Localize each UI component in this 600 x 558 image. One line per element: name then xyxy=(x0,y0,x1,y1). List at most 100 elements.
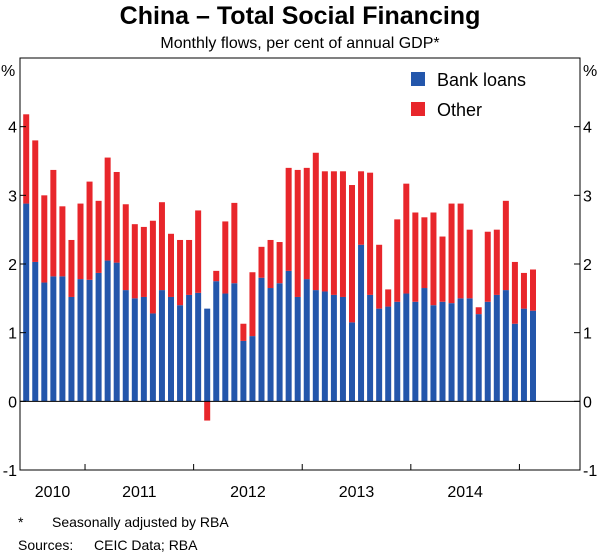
bar-bank-loans xyxy=(131,298,138,402)
sources-label: Sources: xyxy=(18,537,74,553)
bar-bank-loans xyxy=(412,301,419,402)
ticks-group xyxy=(20,126,580,471)
bar-other xyxy=(231,202,238,284)
bar-bank-loans xyxy=(376,308,383,402)
footnote-mark: * xyxy=(18,514,24,530)
bar-bank-loans xyxy=(122,290,129,402)
bar-other xyxy=(158,202,165,291)
bar-other xyxy=(466,229,473,299)
bar-other xyxy=(276,242,283,284)
bar-bank-loans xyxy=(394,301,401,402)
bar-other xyxy=(140,226,147,297)
bar-bank-loans xyxy=(50,276,57,402)
bar-other xyxy=(131,224,138,299)
bar-other xyxy=(530,269,536,311)
bar-bank-loans xyxy=(86,279,93,402)
bar-bank-loans xyxy=(349,322,355,402)
bar-bank-loans xyxy=(339,296,346,402)
bar-bank-loans xyxy=(95,272,102,402)
bar-bank-loans xyxy=(367,294,374,402)
bar-other xyxy=(394,219,401,302)
y-tick-label-right: 4 xyxy=(583,120,592,137)
y-tick-label-left: 4 xyxy=(8,120,17,137)
bar-bank-loans xyxy=(231,283,238,402)
bar-other xyxy=(439,236,446,302)
bar-bank-loans xyxy=(466,298,473,402)
sources-note: Sources: CEIC Data; RBA xyxy=(18,537,197,553)
bar-other xyxy=(448,203,455,304)
chart-area: -1 -1 0 0 1 1 2 2 3 3 4 4%% 2010 2011 2012 2013 2014 Ba… xyxy=(1,57,597,501)
bar-other xyxy=(258,246,265,278)
bar-other xyxy=(511,261,518,324)
bar-bank-loans xyxy=(330,294,337,402)
x-tick-label: 2011 xyxy=(122,484,157,501)
bar-other xyxy=(249,272,256,337)
bar-bank-loans xyxy=(140,296,147,402)
bar-other xyxy=(430,212,437,306)
bar-bank-loans xyxy=(168,296,174,402)
bar-bank-loans xyxy=(511,323,518,402)
bar-other xyxy=(267,239,274,289)
bar-bank-loans xyxy=(32,261,39,402)
chart-title: China – Total Social Financing xyxy=(119,2,481,30)
bar-bank-loans xyxy=(285,270,292,402)
bar-other xyxy=(195,210,202,293)
y-axis-labels: -1 -1 0 0 1 1 2 2 3 3 4 4%% xyxy=(1,63,597,480)
bar-bank-loans xyxy=(213,281,220,402)
bar-bank-loans xyxy=(530,310,536,402)
y-tick-label-right: 0 xyxy=(583,394,592,411)
bar-other xyxy=(168,233,174,297)
y-unit-right: % xyxy=(583,63,597,80)
footnote: * Seasonally adjusted by RBA xyxy=(18,514,229,530)
bar-bank-loans xyxy=(77,279,84,402)
bar-bank-loans xyxy=(294,296,301,402)
bar-bank-loans xyxy=(149,313,156,402)
bar-bank-loans xyxy=(158,290,165,402)
bar-other xyxy=(457,203,464,299)
bar-other xyxy=(520,272,527,309)
bar-other xyxy=(122,204,129,291)
bar-other xyxy=(59,206,66,277)
bar-other xyxy=(493,229,500,295)
bar-bank-loans xyxy=(267,288,274,402)
y-tick-label-right: 1 xyxy=(583,326,592,343)
bar-other xyxy=(303,167,310,280)
bar-other xyxy=(41,195,48,283)
bar-other xyxy=(104,157,111,261)
y-tick-label-left: 2 xyxy=(8,257,17,274)
bar-bank-loans xyxy=(23,203,30,402)
bar-other xyxy=(502,200,509,291)
bar-other xyxy=(177,239,184,306)
bar-other xyxy=(68,239,75,297)
bar-bank-loans xyxy=(276,283,283,402)
y-tick-label-right: 2 xyxy=(583,257,592,274)
bar-bank-loans xyxy=(186,294,193,402)
bar-other xyxy=(294,169,301,297)
bar-bank-loans xyxy=(204,308,211,402)
bar-other xyxy=(86,181,93,280)
bar-other xyxy=(321,171,328,292)
x-tick-label: 2014 xyxy=(447,484,483,501)
bar-bank-loans xyxy=(59,276,66,402)
y-tick-label-left: -1 xyxy=(3,463,17,480)
bar-other xyxy=(412,212,419,302)
bar-bank-loans xyxy=(457,298,464,402)
y-tick-label-left: 1 xyxy=(8,326,17,343)
bar-bank-loans xyxy=(321,291,328,402)
bar-other xyxy=(376,244,383,309)
legend-swatch xyxy=(411,72,425,86)
bar-bank-loans xyxy=(403,293,410,402)
bar-other xyxy=(385,289,392,307)
bars-group xyxy=(23,114,536,421)
bar-other xyxy=(186,239,193,295)
bar-bank-loans xyxy=(484,301,491,402)
legend-label: Bank loans xyxy=(437,70,526,90)
bar-other xyxy=(330,171,337,295)
bar-bank-loans xyxy=(222,293,229,402)
bar-bank-loans xyxy=(448,303,455,402)
bar-bank-loans xyxy=(104,260,111,402)
x-axis-labels: 2010 2011 2012 2013 2014 xyxy=(35,484,483,501)
bar-other xyxy=(32,140,39,262)
bar-other xyxy=(240,323,247,341)
bar-other xyxy=(50,169,57,277)
